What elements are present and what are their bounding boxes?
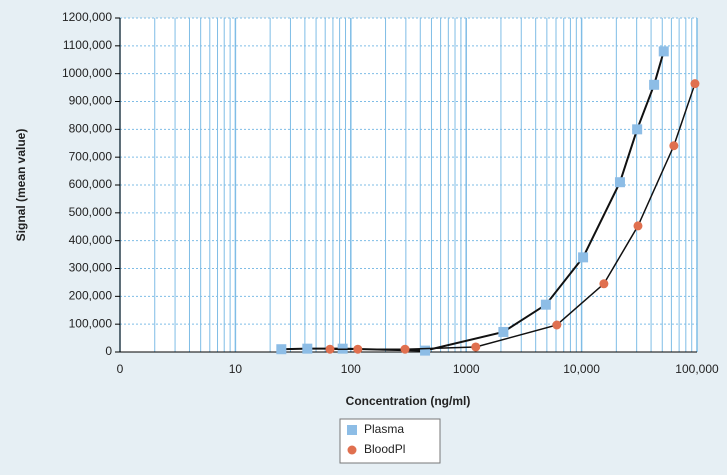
y-tick-label: 400,000 [69,233,113,247]
y-tick-label: 800,000 [69,122,113,136]
x-tick-label: 100 [341,362,361,376]
y-tick-label: 500,000 [69,205,113,219]
y-tick-label: 1000,000 [62,66,112,80]
x-tick-label: 10,000 [563,362,600,376]
y-tick-label: 900,000 [69,94,113,108]
point [420,345,431,356]
point [400,344,410,354]
y-tick-label: 600,000 [69,177,113,191]
point [658,46,669,57]
point [690,79,700,89]
legend-marker [347,425,357,435]
point [578,252,589,263]
x-tick-label: 100,000 [675,362,719,376]
x-axis-label: Concentration (ng/ml) [346,394,471,408]
legend-label: BloodPl [364,442,405,456]
point [302,343,313,354]
x-tick-label: 0 [117,362,124,376]
point [471,342,481,352]
y-axis-label: Signal (mean value) [14,129,28,242]
y-tick-label: 100,000 [69,316,113,330]
point [353,344,363,354]
point [669,141,679,151]
point [599,279,609,289]
point [540,299,551,310]
point [325,344,335,354]
x-tick-label: 10 [229,362,243,376]
point [552,320,562,330]
legend-label: Plasma [364,422,404,436]
y-tick-label: 0 [105,344,112,358]
point [614,177,625,188]
legend-marker [347,445,357,455]
point [633,221,643,231]
y-tick-label: 1200,000 [62,10,112,24]
point [649,79,660,90]
point [276,344,287,355]
y-tick-label: 1100,000 [63,38,112,52]
x-tick-label: 1000 [453,362,480,376]
point [632,124,643,135]
y-tick-label: 700,000 [69,149,113,163]
y-tick-label: 200,000 [69,289,113,303]
y-tick-label: 300,000 [69,261,113,275]
point [498,326,509,337]
